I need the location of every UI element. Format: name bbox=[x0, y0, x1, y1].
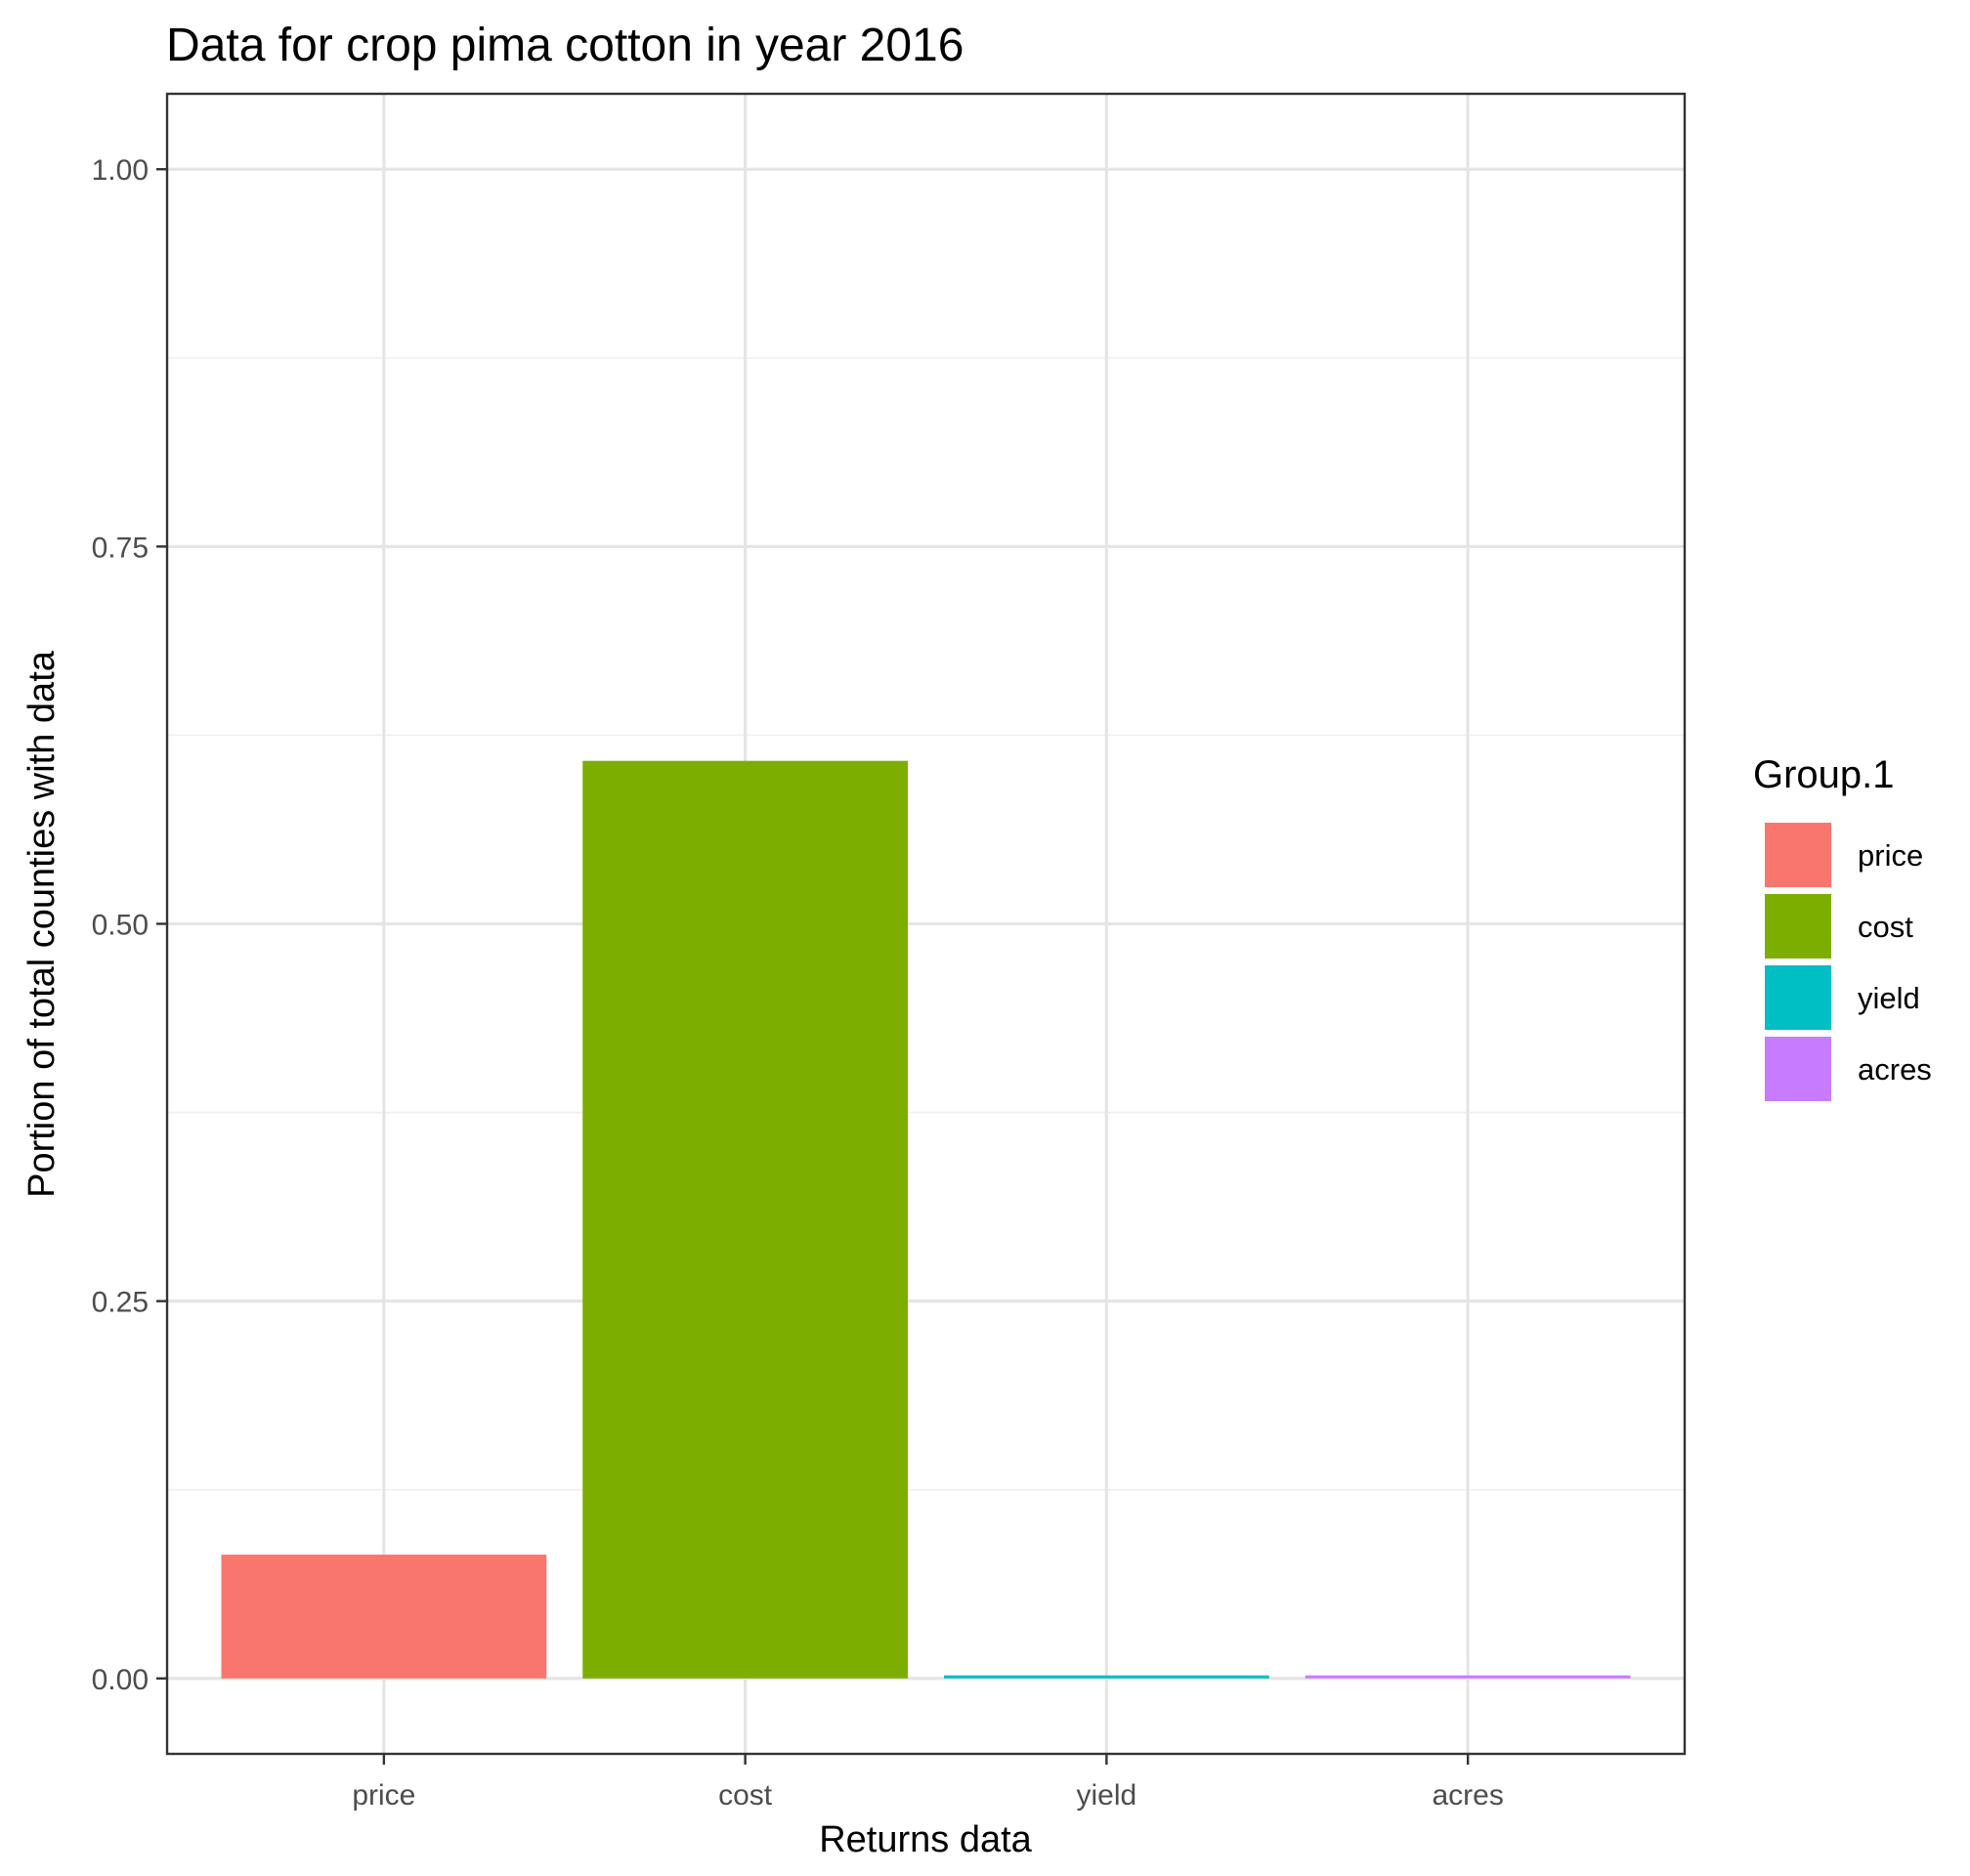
y-tick-label: 0.00 bbox=[92, 1664, 149, 1696]
chart-title: Data for crop pima cotton in year 2016 bbox=[166, 20, 964, 71]
legend-swatch-acres bbox=[1765, 1037, 1831, 1101]
y-tick-label: 0.25 bbox=[92, 1287, 149, 1319]
bar-price bbox=[221, 1555, 547, 1679]
legend-items: price cost yield acres bbox=[1765, 823, 1932, 1101]
legend: Group.1 price cost yield acres bbox=[1753, 753, 1932, 1101]
y-tick-label: 0.50 bbox=[92, 910, 149, 942]
legend-swatch-price bbox=[1765, 823, 1831, 887]
legend-label-cost: cost bbox=[1858, 910, 1913, 944]
x-axis: price cost yield acres bbox=[352, 1754, 1504, 1812]
bar-cost bbox=[582, 760, 909, 1679]
legend-label-price: price bbox=[1858, 838, 1923, 873]
legend-swatch-cost bbox=[1765, 894, 1831, 959]
x-tick-label: yield bbox=[1077, 1779, 1137, 1812]
legend-label-yield: yield bbox=[1858, 981, 1920, 1015]
y-tick-label: 0.75 bbox=[92, 532, 149, 564]
legend-label-acres: acres bbox=[1858, 1052, 1932, 1087]
legend-title: Group.1 bbox=[1753, 753, 1895, 796]
x-tick-label: acres bbox=[1432, 1779, 1503, 1812]
x-axis-title: Returns data bbox=[819, 1819, 1032, 1860]
x-tick-label: cost bbox=[718, 1779, 773, 1812]
legend-swatch-yield bbox=[1765, 965, 1831, 1030]
y-tick-label: 1.00 bbox=[92, 154, 149, 187]
bar-yield bbox=[943, 1675, 1269, 1679]
y-axis: 0.00 0.25 0.50 0.75 1.00 bbox=[92, 154, 167, 1696]
x-tick-label: price bbox=[352, 1779, 415, 1812]
bars bbox=[221, 760, 1631, 1679]
y-axis-title: Portion of total counties with data bbox=[21, 650, 63, 1198]
bar-acres bbox=[1305, 1675, 1631, 1679]
